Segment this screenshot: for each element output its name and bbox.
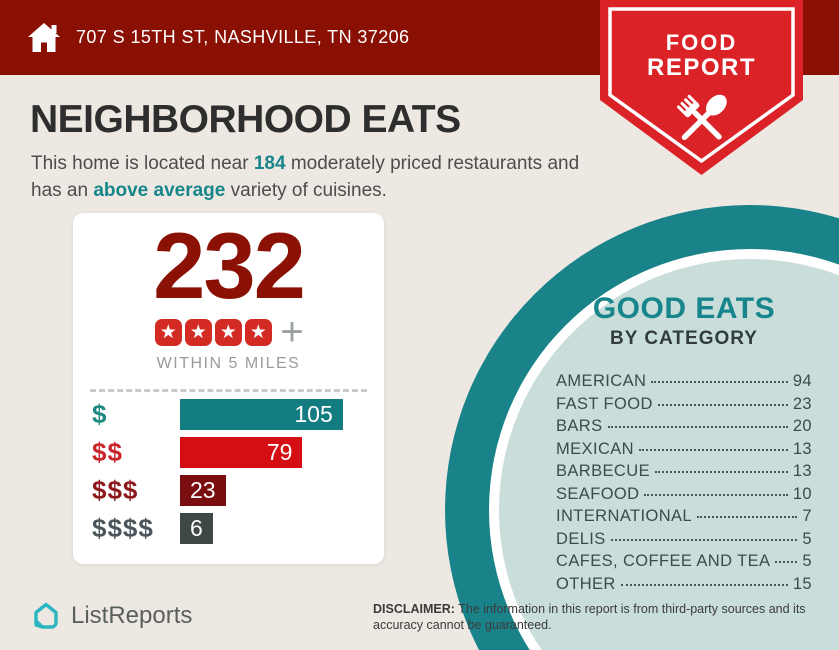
- category-name: DELIS: [556, 529, 606, 548]
- intro-mid: moderately priced restaurants and has an: [31, 153, 580, 201]
- restaurant-count-highlight: 184: [253, 153, 286, 174]
- star-icon: ★: [214, 318, 242, 346]
- category-count: 5: [802, 529, 812, 548]
- price-tier-row: $$$$ 6: [73, 513, 384, 544]
- category-row: BARS 20: [556, 417, 812, 435]
- category-count: 7: [802, 507, 812, 525]
- star-icon: ★: [184, 318, 212, 346]
- restaurant-summary-card: 232 ★ ★ ★ ★ + WITHIN 5 MILES $105 $$ 79 $$$ 23 $…: [73, 213, 384, 564]
- plus-sign: +: [280, 310, 304, 354]
- food-report-ribbon-badge: FOOD REPORT: [600, 0, 803, 175]
- dotted-leader: [638, 448, 788, 451]
- category-row: BARBECUE 13: [556, 462, 812, 480]
- category-name: INTERNATIONAL: [556, 507, 692, 525]
- price-tier-label: $$: [92, 437, 123, 467]
- category-count: 15: [792, 574, 812, 593]
- listreports-house-icon: [34, 602, 58, 629]
- disclaimer-label: DISCLAIMER:: [373, 602, 455, 616]
- category-name: AMERICAN: [556, 372, 647, 390]
- category-name: SEAFOOD: [556, 484, 640, 503]
- price-tier-row: $$$ 23: [73, 475, 384, 506]
- category-row: AMERICAN 94: [556, 372, 812, 390]
- listreports-wordmark: ListReports: [71, 602, 193, 629]
- price-tier-row: $$ 79: [73, 437, 384, 468]
- spoon-fork-icon: [677, 94, 727, 141]
- price-tier-label: $: [92, 399, 108, 429]
- category-name: CAFES, COFFEE AND TEA: [556, 552, 771, 570]
- category-row: DELIS 5: [556, 529, 812, 548]
- category-count: 13: [792, 462, 812, 480]
- home-icon: [28, 23, 60, 52]
- price-tier-row: $105: [73, 399, 384, 430]
- category-count: 5: [802, 552, 812, 570]
- category-name: BARBECUE: [556, 462, 650, 480]
- above-average-highlight: above average: [93, 180, 226, 201]
- star-icon: ★: [244, 318, 272, 346]
- price-tier-bar: 23: [180, 475, 226, 506]
- category-name: MEXICAN: [556, 439, 634, 458]
- category-row: CAFES, COFFEE AND TEA 5: [556, 552, 812, 570]
- category-row: MEXICAN 13: [556, 439, 812, 458]
- category-count: 23: [792, 394, 812, 413]
- category-row: FAST FOOD 23: [556, 394, 812, 413]
- star-rating: ★ ★ ★ ★ +: [73, 310, 384, 354]
- star-icon: ★: [154, 318, 182, 346]
- dotted-leader: [607, 426, 788, 428]
- dotted-leader: [697, 516, 798, 518]
- intro-sentence: This home is located near 184 moderately…: [31, 150, 611, 204]
- category-count: 20: [792, 417, 812, 435]
- price-tier-bar: 6: [180, 513, 213, 544]
- listreports-logo: ListReports: [30, 600, 192, 632]
- category-name: OTHER: [556, 574, 616, 593]
- intro-suffix: variety of cuisines.: [225, 180, 387, 201]
- category-row: INTERNATIONAL 7: [556, 507, 812, 525]
- good-eats-subtitle: BY CATEGORY: [610, 328, 758, 349]
- disclaimer-text: DISCLAIMER: The information in this repo…: [373, 602, 806, 632]
- price-tier-bar: 79: [180, 437, 303, 468]
- category-row: OTHER 15: [556, 574, 812, 593]
- dotted-leader: [654, 471, 788, 473]
- category-name: FAST FOOD: [556, 394, 653, 413]
- dotted-leader: [657, 403, 788, 406]
- category-name: BARS: [556, 417, 603, 435]
- category-row: SEAFOOD 10: [556, 484, 812, 503]
- dashed-divider: [90, 389, 367, 392]
- dotted-leader: [620, 583, 788, 586]
- category-count: 10: [792, 484, 812, 503]
- badge-title-line1: FOOD: [666, 30, 738, 55]
- category-count-list: AMERICAN 94 FAST FOOD 23 BARS 20 MEXICAN 13 BARB…: [556, 372, 812, 593]
- category-count: 13: [792, 439, 812, 458]
- price-tier-label: $$$$: [92, 513, 154, 543]
- dotted-leader: [610, 538, 798, 541]
- total-restaurants-count: 232: [153, 213, 306, 318]
- dotted-leader: [651, 381, 788, 383]
- property-address: 707 S 15TH ST, NASHVILLE, TN 37206: [76, 27, 410, 47]
- page-title: NEIGHBORHOOD EATS: [30, 98, 461, 141]
- price-tier-bar: 105: [180, 399, 343, 430]
- good-eats-title: GOOD EATS: [592, 292, 776, 325]
- dotted-leader: [775, 561, 798, 563]
- price-tier-label: $$$: [92, 475, 139, 505]
- good-eats-panel: GOOD EATS BY CATEGORY AMERICAN 94 FAST FOO…: [556, 292, 812, 597]
- badge-title-line2: REPORT: [647, 54, 756, 81]
- star-squares: ★ ★ ★ ★: [153, 318, 273, 346]
- radius-label: WITHIN 5 MILES: [156, 355, 301, 372]
- price-tier-bar-chart: $105 $$ 79 $$$ 23 $$$$ 6: [73, 399, 384, 551]
- category-count: 94: [792, 372, 812, 390]
- intro-prefix: This home is located near: [31, 153, 254, 174]
- dotted-leader: [644, 493, 788, 496]
